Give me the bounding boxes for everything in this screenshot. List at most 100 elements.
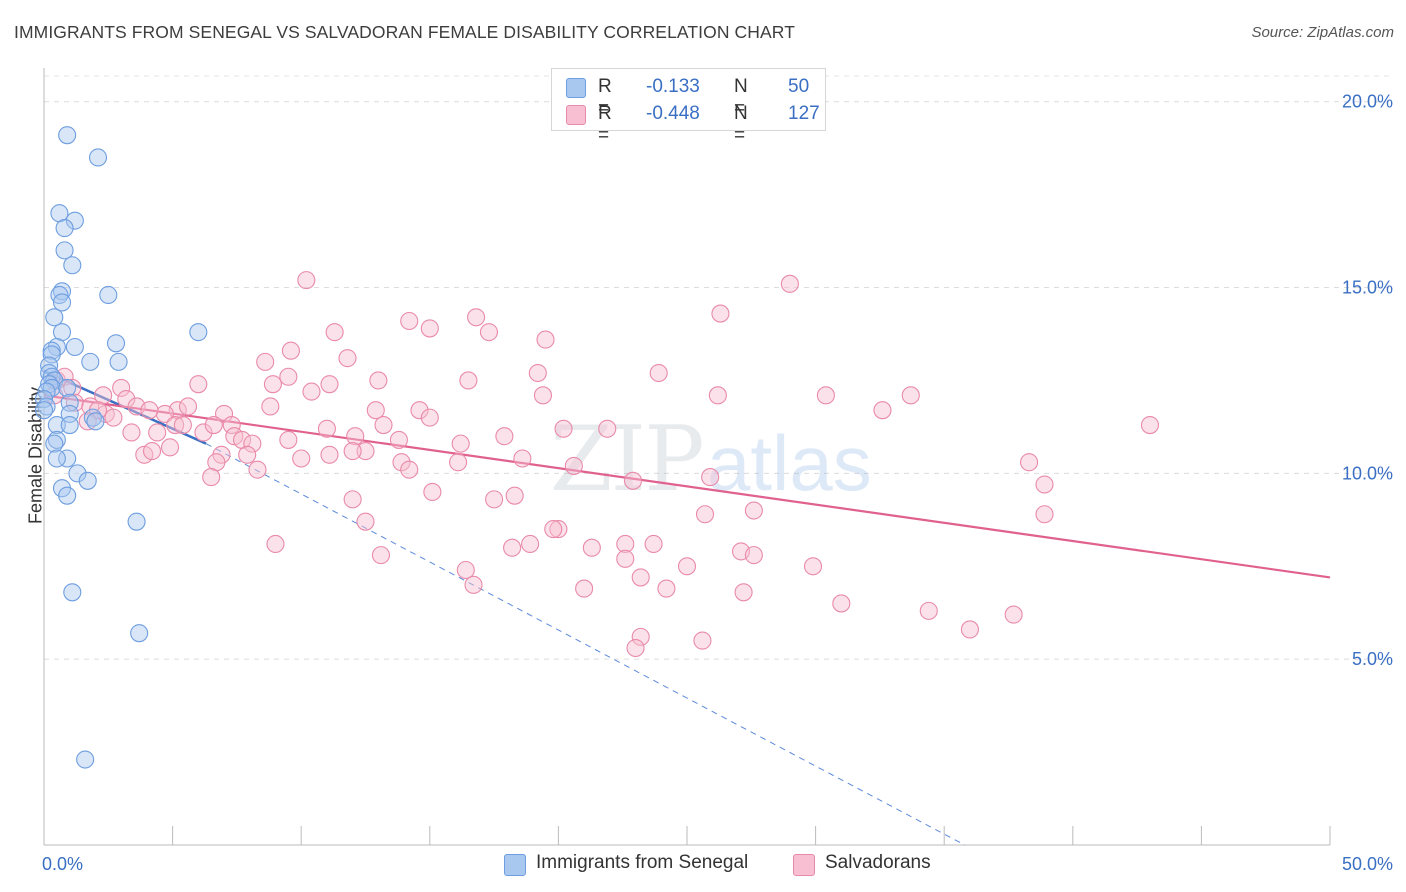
data-point [598, 419, 617, 438]
data-point [533, 386, 553, 405]
legend-n-value: 127 [788, 103, 820, 124]
data-point [544, 520, 563, 539]
legend-n-label: N = [734, 103, 748, 146]
data-point [302, 382, 321, 401]
data-point [263, 375, 282, 394]
data-point [343, 490, 362, 509]
data-point [320, 375, 339, 394]
data-point [1140, 416, 1160, 435]
data-point [320, 445, 339, 464]
data-point [52, 293, 72, 312]
data-point [371, 546, 390, 565]
data-point [65, 211, 84, 230]
data-point [423, 482, 442, 501]
data-point [420, 408, 439, 427]
legend: R = -0.133 N = 50 R = -0.448 N = 127 [551, 68, 826, 146]
data-point [479, 323, 499, 342]
data-point [631, 627, 650, 646]
data-point [780, 274, 799, 293]
data-point [626, 638, 645, 658]
data-point [374, 416, 393, 435]
data-point [649, 363, 668, 383]
data-point [55, 241, 74, 260]
chart-title: IMMIGRANTS FROM SENEGAL VS SALVADORAN FE… [14, 22, 796, 42]
data-point [521, 534, 540, 554]
data-point [554, 419, 573, 438]
data-point [78, 471, 97, 490]
legend-r-value: -0.448 [646, 103, 700, 124]
data-point [58, 486, 77, 505]
data-point [873, 401, 892, 420]
x-tick-label: 0.0% [42, 854, 83, 874]
data-point [564, 456, 583, 475]
legend-swatch-salvadorans [566, 105, 586, 125]
legend-swatch-senegal [566, 78, 586, 98]
data-point [60, 416, 79, 435]
data-point [616, 534, 635, 554]
data-point [63, 583, 82, 602]
data-point [549, 520, 568, 539]
data-point [449, 453, 468, 472]
trend-line-senegal-extension [205, 443, 966, 846]
y-tick-label: 20.0% [1342, 92, 1393, 112]
data-point [173, 416, 192, 435]
data-point [1004, 605, 1023, 624]
data-point [582, 538, 601, 557]
data-point [45, 434, 64, 453]
data-point [178, 397, 198, 416]
data-point [1020, 453, 1039, 472]
data-point [148, 423, 167, 442]
data-point [63, 378, 82, 397]
data-point [708, 386, 727, 405]
data-point [194, 423, 213, 442]
data-point [204, 416, 223, 435]
data-point [292, 449, 311, 468]
data-point [50, 285, 69, 305]
data-point [281, 341, 300, 360]
data-point [467, 308, 486, 327]
data-point [58, 378, 77, 397]
data-point [122, 423, 141, 442]
data-point [901, 386, 920, 405]
data-point [140, 401, 159, 420]
data-point [261, 397, 280, 416]
data-point [346, 427, 365, 446]
data-point [297, 271, 316, 290]
legend-n-value: 50 [788, 76, 810, 97]
data-point [1035, 505, 1054, 524]
data-point [243, 434, 262, 453]
axes [43, 68, 1331, 846]
data-point [202, 468, 221, 487]
data-point [644, 534, 663, 554]
data-point [464, 575, 483, 594]
data-point [58, 449, 77, 468]
data-point [459, 371, 478, 390]
data-point [960, 620, 979, 639]
legend-r-label: R = [598, 76, 612, 119]
data-point [693, 631, 712, 650]
data-point [65, 337, 84, 357]
data-point [536, 330, 555, 349]
data-point [68, 464, 87, 483]
bottom-legend-label-senegal: Immigrants from Senegal [536, 852, 749, 873]
data-point [631, 568, 650, 587]
data-point [166, 416, 185, 435]
bottom-legend-swatch-salvadorans [793, 854, 815, 876]
data-point [495, 427, 514, 446]
data-point [47, 416, 66, 435]
data-point [410, 401, 429, 420]
data-points [34, 126, 1160, 769]
data-point [366, 401, 385, 420]
data-point [616, 549, 635, 568]
trend-line-salvadorans [43, 394, 1331, 579]
data-point [623, 471, 643, 490]
data-point [88, 148, 108, 167]
data-point [356, 442, 375, 461]
data-point [45, 308, 64, 327]
data-point [677, 557, 697, 576]
data-point [343, 442, 362, 461]
y-tick-label: 15.0% [1342, 278, 1393, 298]
data-point [279, 430, 298, 449]
data-point [106, 334, 126, 353]
data-point [127, 512, 146, 531]
